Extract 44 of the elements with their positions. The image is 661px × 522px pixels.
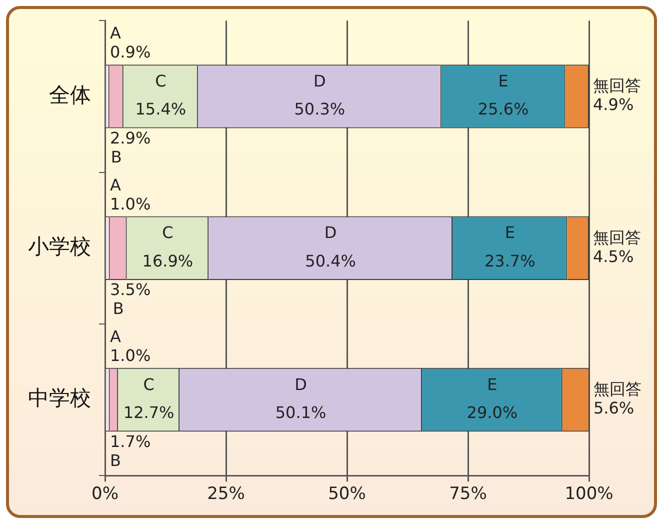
text: C xyxy=(162,223,174,242)
data-label: 29.0% xyxy=(466,402,518,422)
data-label: 4.9% xyxy=(593,95,634,114)
data-label: 1.0% xyxy=(110,346,151,366)
data-label: 1.7% xyxy=(110,432,151,451)
data-label: 15.4% xyxy=(135,100,186,119)
text: E xyxy=(487,374,498,394)
text: 無回答 xyxy=(593,228,641,247)
data-label: 16.9% xyxy=(142,251,194,270)
data-label: 23.7% xyxy=(484,251,536,270)
data-label: 5.6% xyxy=(593,398,634,418)
x-tick-label: 75% xyxy=(449,484,487,504)
data-label: 2.9% xyxy=(110,128,151,148)
series-label: C xyxy=(155,72,166,91)
data-label: 1.0% xyxy=(110,194,151,214)
text: D xyxy=(324,223,337,242)
text: A xyxy=(110,24,121,43)
text: A xyxy=(110,175,121,194)
series-label: E xyxy=(498,72,508,91)
data-label: 25.6% xyxy=(478,100,529,119)
series-label: B xyxy=(110,147,122,166)
text: C xyxy=(143,374,154,394)
x-tick-label: 25% xyxy=(207,484,245,504)
x-tick-label: 50% xyxy=(328,484,366,504)
x-tick-label: 100% xyxy=(564,484,614,504)
data-label: 50.3% xyxy=(294,100,346,119)
data-label: 50.1% xyxy=(275,402,326,422)
text: 無回答 xyxy=(593,379,642,398)
y-tick-label: 中学校 xyxy=(28,386,91,410)
data-label: 50.4% xyxy=(305,251,356,270)
data-label: 12.7% xyxy=(123,402,174,422)
text: B xyxy=(110,450,121,470)
series-label: A xyxy=(110,327,121,346)
series-label: D xyxy=(313,72,326,91)
text: E xyxy=(504,223,515,242)
series-label: 無回答 xyxy=(593,76,641,96)
data-label: 0.9% xyxy=(110,42,151,62)
text: D xyxy=(294,374,307,394)
text: B xyxy=(112,299,124,318)
x-tick-label: 0% xyxy=(92,484,118,504)
data-label: 4.5% xyxy=(593,246,634,266)
y-tick-label: 小学校 xyxy=(28,234,91,259)
y-tick-label: 全体 xyxy=(49,82,91,107)
data-label: 3.5% xyxy=(110,280,151,300)
